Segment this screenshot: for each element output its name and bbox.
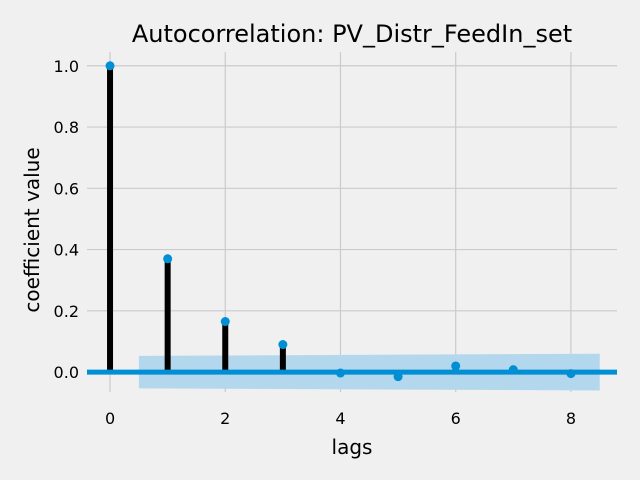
marker-lag-2 [220,317,230,327]
y-tick-label: 0.0 [54,363,79,382]
y-tick-label: 0.4 [54,241,79,260]
y-tick-label: 0.6 [54,179,79,198]
marker-lag-4 [335,368,345,378]
x-tick-label: 6 [451,409,461,428]
y-axis-label: coefficient value [20,147,44,312]
marker-lag-6 [451,361,461,371]
y-tick-label: 0.2 [54,302,79,321]
x-tick-label: 4 [335,409,345,428]
marker-lag-8 [566,369,576,379]
x-tick-label: 8 [566,409,576,428]
chart-title: Autocorrelation: PV_Distr_FeedIn_set [132,20,572,48]
marker-lag-1 [163,254,173,264]
marker-lag-5 [393,372,403,382]
y-tick-label: 0.8 [54,118,79,137]
marker-layer [105,61,576,382]
y-tick-label: 1.0 [54,57,79,76]
x-tick-label: 2 [220,409,230,428]
tick-labels: 0 2 4 6 8 0.0 0.2 0.4 0.6 0.8 1.0 [54,57,576,428]
marker-lag-7 [508,365,518,375]
x-axis-label: lags [332,435,373,459]
marker-lag-0 [105,61,115,71]
marker-lag-3 [278,340,288,350]
x-tick-label: 0 [105,409,115,428]
